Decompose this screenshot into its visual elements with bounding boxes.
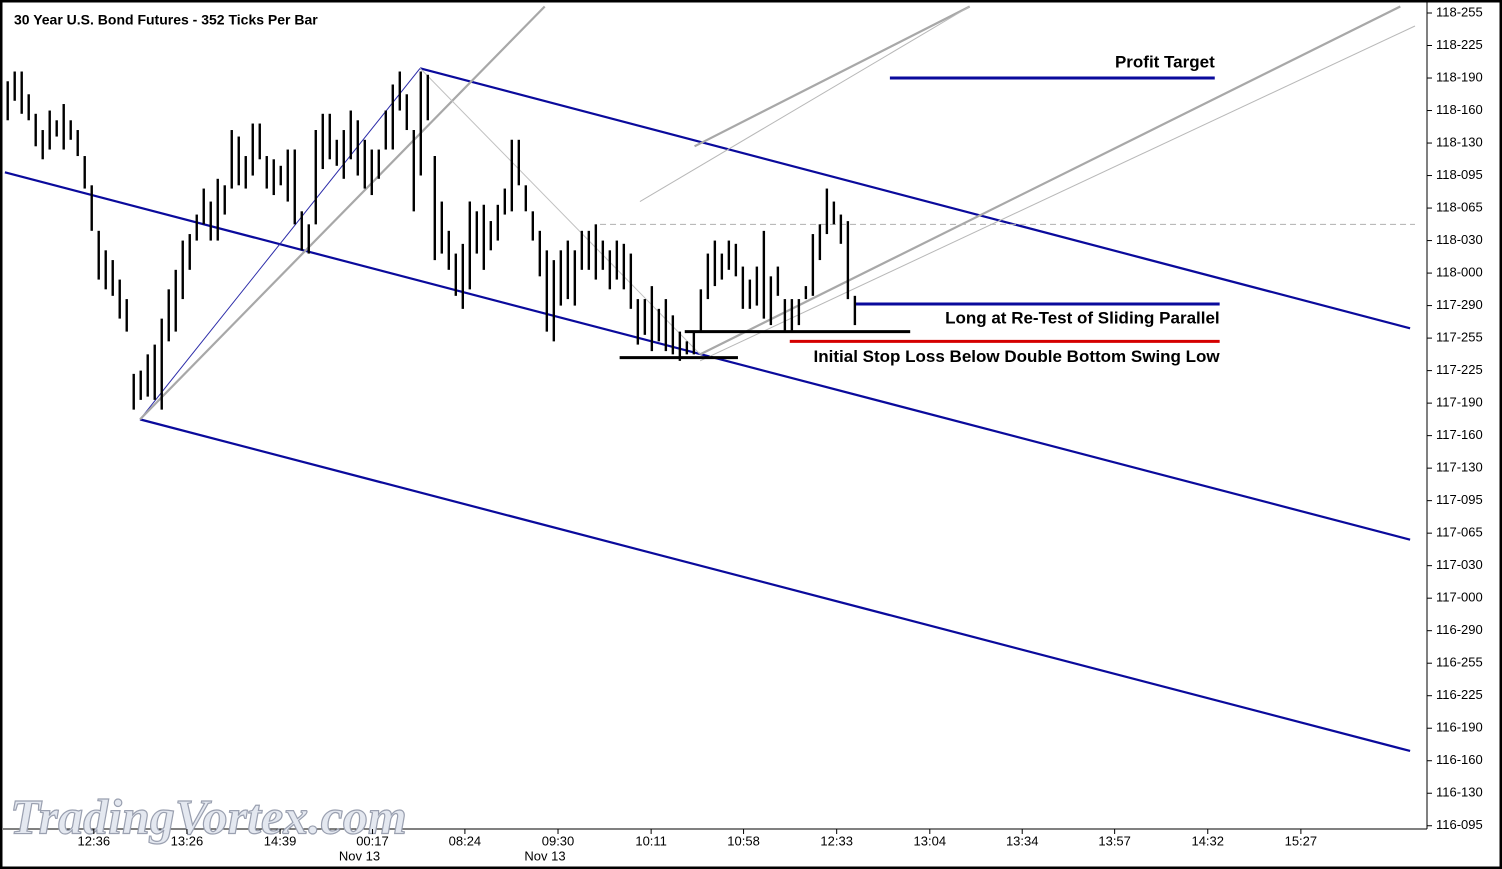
y-tick-label: 117-095 [1436,492,1483,507]
y-tick-label: 117-190 [1436,395,1483,410]
y-tick-label: 116-130 [1436,785,1483,800]
y-tick-label: 117-290 [1436,297,1483,312]
x-tick-label: 13:26 [171,833,204,848]
trend-line [419,67,701,355]
x-tick-label: 12:36 [78,833,111,848]
trend-line [419,67,1411,330]
y-tick-label: 118-030 [1436,232,1483,247]
y-tick-label: 116-095 [1436,817,1483,832]
watermark: TradingVortex.com [10,788,407,844]
trend-line [699,25,1416,362]
x-tick-label: 10:11 [635,833,667,848]
trend-line [694,5,971,148]
trend-line [139,418,1411,753]
trend-line [639,6,970,202]
trend-line [699,5,1401,356]
x-tick-label: 14:32 [1191,833,1224,848]
y-tick-label: 118-000 [1436,265,1483,280]
trend-line [4,171,1411,541]
x-tick-label: 15:27 [1285,833,1318,848]
x-tick-label: 12:33 [820,833,853,848]
y-tick-label: 116-290 [1436,622,1483,637]
x-tick-label: 08:24 [449,833,482,848]
chart-title: 30 Year U.S. Bond Futures - 352 Ticks Pe… [14,12,318,28]
x-tick-label: 14:39 [264,833,297,848]
x-tick-label: 13:04 [914,833,947,848]
y-tick-label: 118-255 [1436,4,1483,19]
plot [4,5,1416,753]
annotation: Initial Stop Loss Below Double Bottom Sw… [814,347,1221,366]
y-tick-label: 116-225 [1436,687,1483,702]
y-tick-label: 116-190 [1436,720,1483,735]
y-tick-label: 118-160 [1436,102,1483,117]
trend-line [139,67,421,420]
y-tick-label: 117-160 [1436,427,1483,442]
y-tick-label: 117-030 [1436,557,1483,572]
annotation: Profit Target [1115,53,1215,72]
y-tick-label: 117-130 [1436,460,1483,475]
annotation: Long at Re-Test of Sliding Parallel [945,308,1220,327]
y-tick-label: 117-255 [1436,330,1483,345]
x-tick-label: 09:30 [542,833,575,848]
x-tick-label: 10:58 [727,833,760,848]
x-tick-label: 13:57 [1098,833,1131,848]
y-tick-label: 118-065 [1436,200,1483,215]
x-tick-label: 13:34 [1006,833,1039,848]
y-tick-label: 118-130 [1436,134,1483,149]
date-label: Nov 13 [339,848,380,863]
x-tick-label: 00:17 [356,833,389,848]
y-tick-label: 118-095 [1436,167,1483,182]
date-label: Nov 13 [524,848,565,863]
y-tick-label: 118-190 [1436,69,1483,84]
y-tick-label: 118-225 [1436,37,1483,52]
y-tick-label: 116-255 [1436,655,1483,670]
y-tick-label: 117-000 [1436,590,1483,605]
y-tick-label: 117-065 [1436,525,1483,540]
trend-line [139,5,546,421]
y-tick-label: 117-225 [1436,362,1483,377]
y-tick-label: 116-160 [1436,752,1483,767]
